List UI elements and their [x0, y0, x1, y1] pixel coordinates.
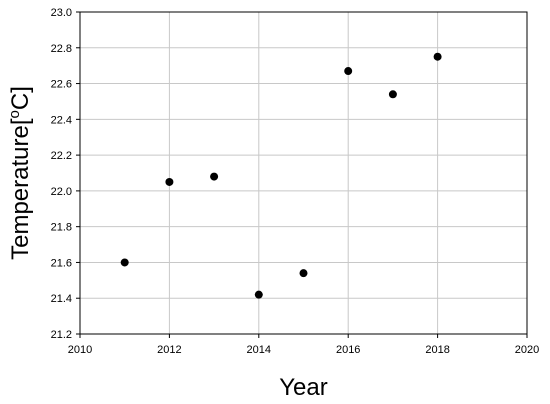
- plot-frame: [79, 11, 528, 335]
- y-tick-label: 22.8: [51, 43, 72, 55]
- data-point: [254, 290, 263, 299]
- y-tick-label: 21.4: [51, 293, 72, 305]
- y-tick-label: 21.2: [51, 329, 72, 341]
- data-point: [299, 269, 308, 278]
- data-point: [165, 177, 174, 186]
- x-tick-label: 2012: [157, 344, 181, 356]
- y-axis-title-end: C]: [7, 86, 34, 110]
- y-tick-label: 21.6: [51, 257, 72, 269]
- data-point: [388, 90, 397, 99]
- y-axis-title: Temperature[oC]: [6, 86, 34, 260]
- y-tick-label: 23.0: [51, 7, 72, 19]
- data-point: [344, 67, 353, 76]
- x-axis-title: Year: [279, 374, 328, 401]
- x-tick-label: 2016: [336, 344, 360, 356]
- y-tick-label: 22.0: [51, 186, 72, 198]
- x-tick-label: 2018: [425, 344, 449, 356]
- data-point: [120, 258, 129, 267]
- grid-lines: [79, 11, 528, 335]
- y-tick-label: 21.8: [51, 222, 72, 234]
- x-tick-label: 2014: [247, 344, 271, 356]
- axis-ticks: 2010 2012 2014 2016 2018 2020 21.2 21.4 21.6 21.8…: [51, 7, 540, 356]
- y-axis-title-superscript: o: [6, 110, 23, 118]
- y-axis-title-main: Temperature[: [7, 118, 34, 260]
- x-tick-label: 2010: [68, 344, 92, 356]
- y-tick-label: 22.6: [51, 79, 72, 91]
- x-tick-label: 2020: [515, 344, 539, 356]
- data-points: [120, 52, 442, 299]
- data-point: [433, 52, 442, 61]
- data-point: [210, 172, 219, 181]
- y-tick-label: 22.2: [51, 150, 72, 162]
- y-tick-label: 22.4: [51, 114, 72, 126]
